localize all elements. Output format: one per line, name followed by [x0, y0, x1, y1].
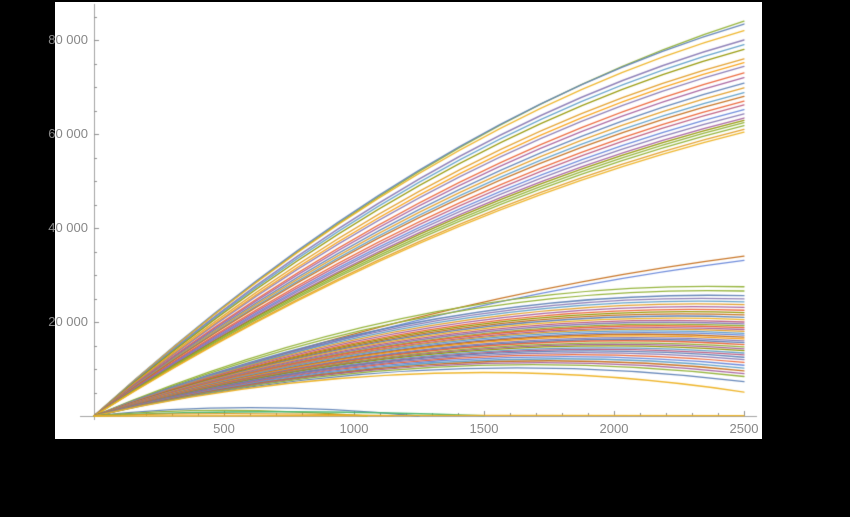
- x-tick-label: 2000: [599, 421, 629, 436]
- y-tick-label: 40 000: [48, 220, 88, 235]
- x-tick-label: 1500: [469, 421, 499, 436]
- x-tick-label: 500: [213, 421, 235, 436]
- x-tick-label: 1000: [339, 421, 369, 436]
- y-tick-label: 20 000: [48, 314, 88, 329]
- y-tick-label: 60 000: [48, 126, 88, 141]
- x-tick-label: 2500: [729, 421, 759, 436]
- y-tick-label: 80 000: [48, 32, 88, 47]
